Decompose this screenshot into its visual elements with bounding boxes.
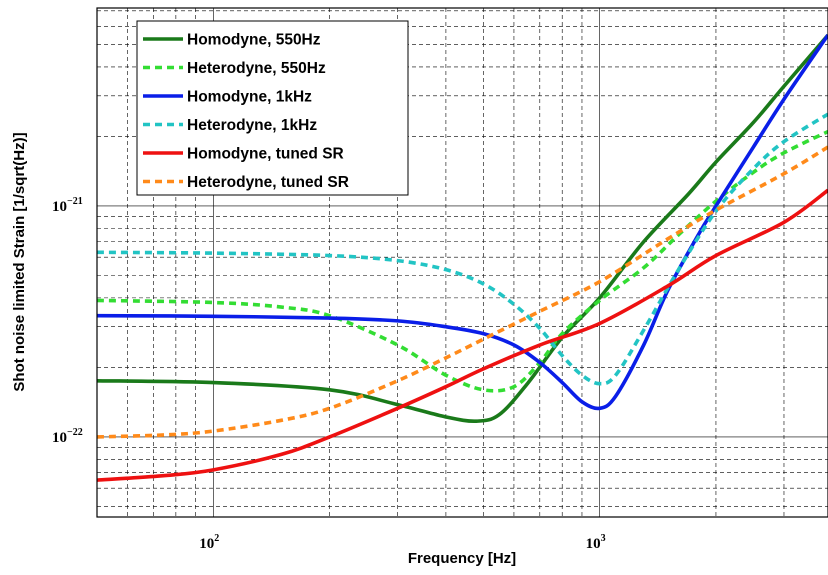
ticks: 102 103 10−22 10−21 (52, 196, 606, 552)
legend-label-heterodyne-1khz: Heterodyne, 1kHz (187, 117, 317, 134)
legend: Homodyne, 550Hz Heterodyne, 550Hz Homodyne… (136, 20, 409, 196)
series-line-heterodyne-tuned-sr (97, 145, 828, 439)
y-tick-label: 10−22 (52, 427, 83, 446)
legend-label-homodyne-550hz: Homodyne, 550Hz (187, 32, 321, 49)
legend-label-heterodyne-550hz: Heterodyne, 550Hz (187, 60, 326, 77)
series-line-homodyne-tuned-sr (97, 188, 828, 482)
x-axis-label: Frequency [Hz] (408, 550, 516, 567)
series-layer (97, 33, 828, 482)
x-tick-label: 102 (199, 533, 219, 552)
series-line-homodyne-550hz (97, 33, 828, 424)
legend-items: Homodyne, 550Hz Heterodyne, 550Hz Homodyne… (143, 32, 349, 191)
legend-box (136, 20, 409, 196)
legend-label-homodyne-tuned-sr: Homodyne, tuned SR (187, 146, 344, 163)
y-axis-label: Shot noise limited Strain [1/sqrt(Hz)] (11, 132, 28, 391)
plot-frame (96, 7, 828, 518)
legend-label-homodyne-1khz: Homodyne, 1kHz (187, 89, 312, 106)
legend-label-heterodyne-tuned-sr: Heterodyne, tuned SR (187, 174, 349, 191)
series-line-homodyne-1khz (97, 33, 828, 411)
x-tick-label: 103 (586, 533, 606, 552)
y-tick-label: 10−21 (52, 196, 83, 215)
series-line-heterodyne-1khz (97, 112, 828, 386)
